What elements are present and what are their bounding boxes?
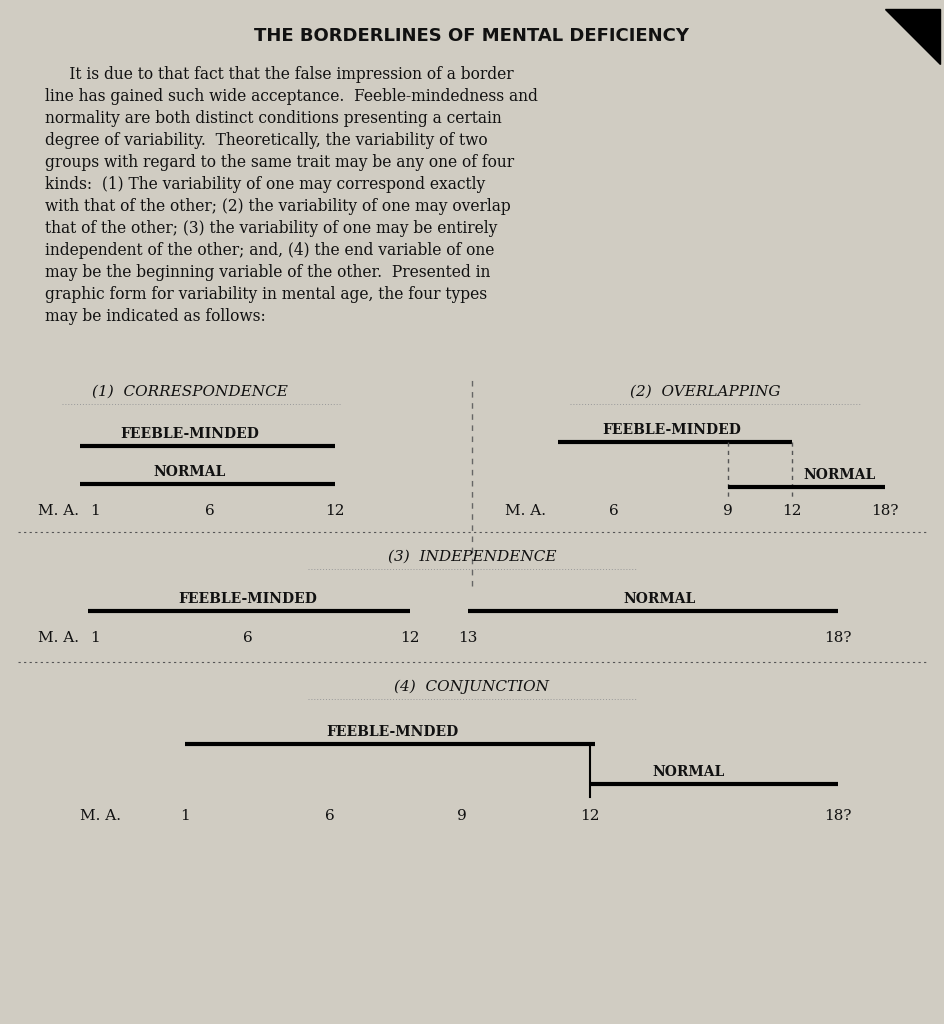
- Text: normality are both distinct conditions presenting a certain: normality are both distinct conditions p…: [45, 110, 502, 127]
- Text: NORMAL: NORMAL: [804, 468, 876, 482]
- Text: 1: 1: [90, 631, 100, 645]
- Text: kinds:  (1) The variability of one may correspond exactly: kinds: (1) The variability of one may co…: [45, 176, 485, 193]
- Text: (2)  OVERLAPPING: (2) OVERLAPPING: [630, 385, 781, 399]
- Text: groups with regard to the same trait may be any one of four: groups with regard to the same trait may…: [45, 154, 514, 171]
- Text: (3)  INDEPENDENCE: (3) INDEPENDENCE: [388, 550, 556, 564]
- Text: 1: 1: [90, 504, 100, 518]
- Text: 13: 13: [459, 631, 478, 645]
- Text: 6: 6: [244, 631, 253, 645]
- Text: with that of the other; (2) the variability of one may overlap: with that of the other; (2) the variabil…: [45, 198, 511, 215]
- Text: 6: 6: [325, 809, 335, 823]
- Text: degree of variability.  Theoretically, the variability of two: degree of variability. Theoretically, th…: [45, 132, 488, 150]
- Text: 18?: 18?: [824, 631, 851, 645]
- Text: (1)  CORRESPONDENCE: (1) CORRESPONDENCE: [93, 385, 288, 399]
- Text: 1: 1: [180, 809, 190, 823]
- Text: 18?: 18?: [871, 504, 899, 518]
- Text: FEEBLE-MINDED: FEEBLE-MINDED: [121, 427, 260, 441]
- Text: M. A.: M. A.: [38, 504, 79, 518]
- Text: FEEBLE-MINDED: FEEBLE-MINDED: [602, 423, 741, 437]
- Text: M. A.: M. A.: [80, 809, 121, 823]
- Text: may be the beginning variable of the other.  Presented in: may be the beginning variable of the oth…: [45, 264, 490, 281]
- Text: independent of the other; and, (4) the end variable of one: independent of the other; and, (4) the e…: [45, 242, 495, 259]
- Text: 6: 6: [609, 504, 619, 518]
- Text: NORMAL: NORMAL: [154, 465, 227, 479]
- Text: NORMAL: NORMAL: [652, 765, 724, 779]
- Text: THE BORDERLINES OF MENTAL DEFICIENCY: THE BORDERLINES OF MENTAL DEFICIENCY: [255, 27, 689, 45]
- Text: 12: 12: [783, 504, 801, 518]
- Text: graphic form for variability in mental age, the four types: graphic form for variability in mental a…: [45, 286, 487, 303]
- Text: NORMAL: NORMAL: [624, 592, 696, 606]
- Text: line has gained such wide acceptance.  Feeble-mindedness and: line has gained such wide acceptance. Fe…: [45, 88, 538, 105]
- Text: It is due to that fact that the false impression of a border: It is due to that fact that the false im…: [45, 66, 514, 83]
- Text: may be indicated as follows:: may be indicated as follows:: [45, 308, 266, 325]
- Polygon shape: [885, 9, 940, 63]
- Text: M. A.: M. A.: [505, 504, 546, 518]
- Text: 9: 9: [723, 504, 733, 518]
- Text: 12: 12: [400, 631, 420, 645]
- Text: 18?: 18?: [824, 809, 851, 823]
- Text: 12: 12: [326, 504, 345, 518]
- Text: M. A.: M. A.: [38, 631, 79, 645]
- Text: that of the other; (3) the variability of one may be entirely: that of the other; (3) the variability o…: [45, 220, 497, 237]
- Text: 9: 9: [457, 809, 467, 823]
- Text: 12: 12: [581, 809, 599, 823]
- Text: 6: 6: [205, 504, 215, 518]
- Text: FEEBLE-MNDED: FEEBLE-MNDED: [326, 725, 458, 739]
- Text: (4)  CONJUNCTION: (4) CONJUNCTION: [395, 680, 549, 694]
- Text: FEEBLE-MINDED: FEEBLE-MINDED: [178, 592, 317, 606]
